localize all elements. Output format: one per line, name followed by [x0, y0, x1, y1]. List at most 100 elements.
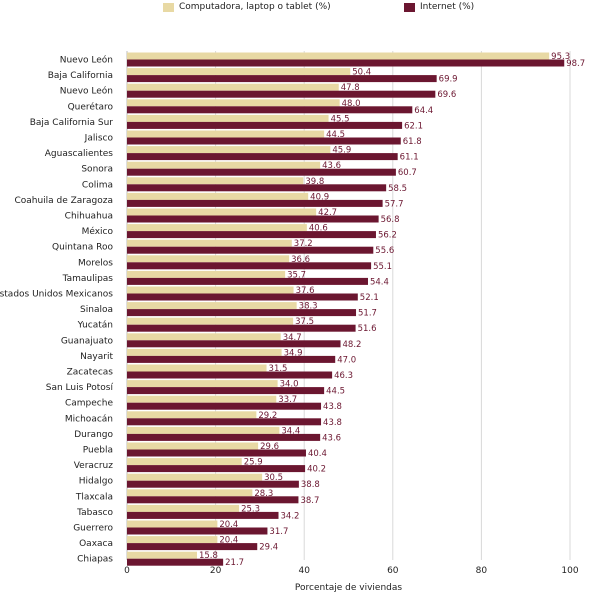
category-label: Durango	[74, 430, 113, 440]
bar-computadora	[127, 520, 218, 528]
x-tick-label: 20	[210, 566, 222, 576]
bar-computadora	[127, 286, 294, 294]
bar-computadora	[127, 130, 325, 138]
value-label: 25.9	[244, 458, 263, 468]
bar-computadora	[127, 411, 257, 419]
value-label: 30.5	[264, 473, 283, 483]
category-label: México	[82, 226, 114, 237]
category-label: Guerrero	[73, 524, 113, 534]
value-label: 61.1	[400, 153, 419, 163]
category-label: Tabasco	[76, 508, 113, 518]
value-label: 48.2	[343, 340, 362, 350]
value-label: 50.4	[352, 68, 371, 78]
legend-label-internet: Internet (%)	[420, 2, 475, 12]
bar-computadora	[127, 317, 294, 325]
value-label: 36.6	[291, 255, 310, 265]
category-label: Nayarit	[80, 352, 113, 362]
bar-internet	[127, 309, 357, 317]
bar-internet	[127, 153, 398, 161]
value-label: 55.6	[375, 246, 394, 256]
bar-computadora	[127, 333, 281, 341]
value-label: 45.5	[331, 114, 350, 124]
bar-computadora	[127, 208, 317, 216]
value-label: 47.0	[337, 355, 356, 365]
x-tick-label: 60	[387, 566, 399, 576]
category-label: Nuevo León	[60, 55, 113, 66]
bar-computadora	[127, 536, 218, 544]
value-label: 52.1	[360, 293, 379, 303]
bar-internet	[127, 106, 413, 114]
value-label: 69.6	[437, 90, 456, 100]
bar-computadora	[127, 380, 278, 388]
bar-internet	[127, 543, 258, 551]
bar-computadora	[127, 83, 339, 91]
legend-swatch-internet	[404, 2, 415, 12]
category-label: Tlaxcala	[75, 492, 113, 502]
category-label: Chihuahua	[65, 212, 113, 222]
category-label: Michoacán	[65, 414, 113, 424]
value-label: 28.3	[254, 489, 273, 499]
bar-internet	[127, 75, 437, 83]
category-label: Veracruz	[74, 461, 114, 471]
value-label: 40.9	[310, 192, 329, 202]
bar-computadora	[127, 68, 351, 76]
category-label: Oaxaca	[79, 539, 113, 549]
value-label: 20.4	[219, 536, 238, 546]
bar-internet	[127, 324, 356, 332]
bar-computadora	[127, 52, 550, 60]
value-label: 43.6	[322, 433, 341, 443]
bar-computadora	[127, 551, 197, 559]
category-label: Zacatecas	[67, 368, 114, 378]
bar-internet	[127, 137, 401, 145]
category-label: Colima	[82, 180, 113, 190]
bar-internet	[127, 246, 374, 254]
bar-computadora	[127, 99, 340, 107]
bar-computadora	[127, 114, 329, 122]
value-label: 31.7	[269, 527, 288, 537]
bar-computadora	[127, 224, 307, 232]
category-label: Coahuila de Zaragoza	[14, 196, 113, 206]
value-label: 48.0	[342, 99, 361, 109]
bar-internet	[127, 355, 336, 363]
bar-internet	[127, 480, 299, 488]
value-label: 98.7	[566, 59, 585, 69]
bar-internet	[127, 465, 306, 473]
value-label: 33.7	[278, 395, 297, 405]
value-label: 60.7	[398, 168, 417, 178]
bar-internet	[127, 496, 299, 504]
category-label: Morelos	[78, 258, 113, 268]
value-label: 56.2	[378, 231, 397, 241]
bar-computadora	[127, 302, 297, 310]
value-label: 44.5	[326, 130, 345, 140]
category-label: Sonora	[81, 165, 113, 175]
bar-internet	[127, 215, 379, 223]
bar-internet	[127, 90, 436, 98]
value-label: 51.7	[358, 309, 377, 319]
value-label: 40.4	[308, 449, 327, 459]
legend-swatch-computadora	[163, 2, 174, 12]
value-label: 29.2	[258, 411, 277, 421]
x-tick-label: 0	[124, 566, 130, 576]
bar-computadora	[127, 348, 282, 356]
category-label: San Luis Potosí	[46, 383, 114, 393]
category-label: Nuevo León	[60, 86, 113, 97]
category-label: Quintana Roo	[52, 243, 113, 253]
bar-computadora	[127, 192, 309, 200]
legend-label-computadora: Computadora, laptop o tablet (%)	[179, 2, 331, 12]
bar-internet	[127, 527, 268, 535]
bar-computadora	[127, 504, 240, 512]
category-label: Baja California Sur	[30, 118, 114, 128]
bar-internet	[127, 121, 403, 129]
category-label: Campeche	[65, 399, 113, 409]
x-tick-label: 100	[561, 566, 578, 576]
value-label: 34.2	[281, 511, 300, 521]
value-label: 95.3	[551, 52, 570, 62]
value-label: 38.7	[300, 496, 319, 506]
value-label: 37.6	[296, 286, 315, 296]
value-label: 58.5	[388, 184, 407, 194]
bar-internet	[127, 558, 224, 566]
bar-computadora	[127, 489, 253, 497]
legend-item-computadora: Computadora, laptop o tablet (%)	[163, 2, 331, 12]
